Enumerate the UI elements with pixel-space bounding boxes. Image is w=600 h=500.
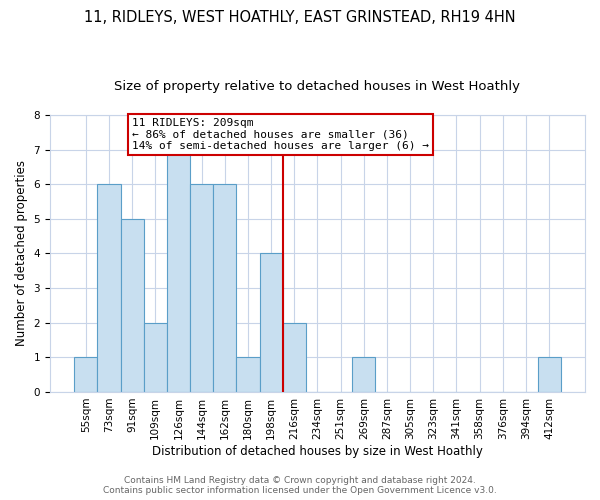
X-axis label: Distribution of detached houses by size in West Hoathly: Distribution of detached houses by size … (152, 444, 483, 458)
Bar (144, 322, 167, 392)
Bar (97, 184, 121, 392)
Y-axis label: Number of detached properties: Number of detached properties (15, 160, 28, 346)
Text: 11, RIDLEYS, WEST HOATHLY, EAST GRINSTEAD, RH19 4HN: 11, RIDLEYS, WEST HOATHLY, EAST GRINSTEA… (84, 10, 516, 25)
Title: Size of property relative to detached houses in West Hoathly: Size of property relative to detached ho… (115, 80, 520, 93)
Text: Contains HM Land Registry data © Crown copyright and database right 2024.
Contai: Contains HM Land Registry data © Crown c… (103, 476, 497, 495)
Bar (167, 150, 190, 392)
Bar (538, 358, 560, 392)
Bar (352, 358, 376, 392)
Bar (190, 184, 213, 392)
Bar (74, 358, 97, 392)
Bar (260, 254, 283, 392)
Bar (283, 322, 306, 392)
Bar (213, 184, 236, 392)
Text: 11 RIDLEYS: 209sqm
← 86% of detached houses are smaller (36)
14% of semi-detache: 11 RIDLEYS: 209sqm ← 86% of detached hou… (132, 118, 429, 151)
Bar (236, 358, 260, 392)
Bar (121, 219, 144, 392)
